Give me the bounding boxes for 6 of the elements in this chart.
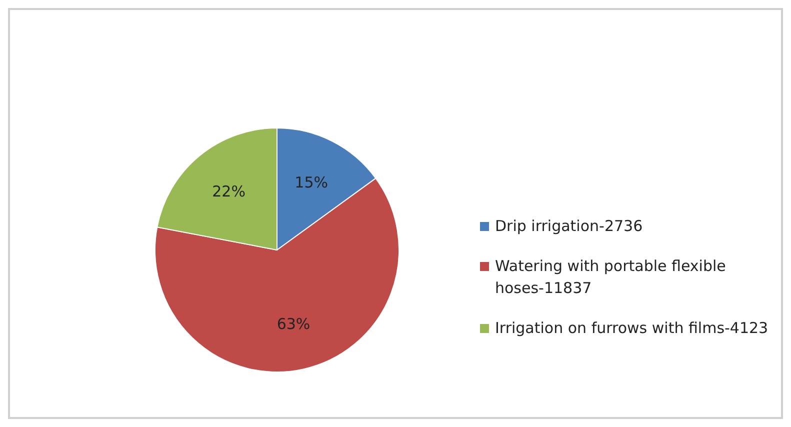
data-label: 63% — [276, 314, 310, 333]
data-label: 15% — [294, 174, 328, 192]
legend-label: Irrigation on furrows with films-4123 — [495, 318, 768, 339]
data-label: 22% — [212, 182, 246, 201]
legend-label: Drip irrigation-2736 — [495, 216, 643, 237]
legend-label: Watering with portable flexible hoses-11837 — [495, 256, 727, 299]
